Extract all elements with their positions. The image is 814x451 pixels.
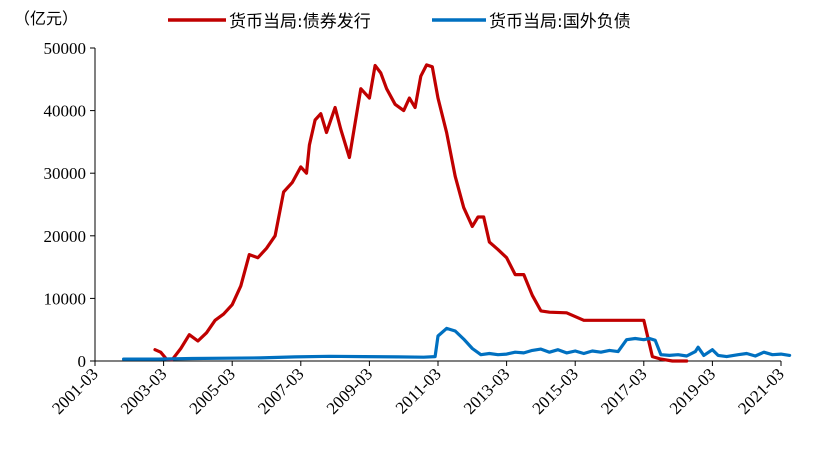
x-tick-label: 2015-03: [529, 364, 583, 418]
y-tick-label: 0: [78, 352, 87, 371]
x-tick-label: 2003-03: [117, 364, 171, 418]
x-tick-label: 2011-03: [392, 364, 445, 417]
legend: 货币当局:债券发行 货币当局:国外负债: [168, 12, 631, 32]
legend-label-bond: 货币当局:债券发行: [229, 12, 371, 32]
x-tick-label: 2001-03: [48, 364, 102, 418]
legend-label-foreign-liabilities: 货币当局:国外负债: [489, 12, 631, 32]
series-line-bond-issuance: [153, 63, 689, 363]
unit-label: （亿元）: [14, 9, 78, 28]
x-tick-label: 2007-03: [254, 364, 308, 418]
x-tick-label: 2021-03: [734, 364, 788, 418]
x-tick-label: 2017-03: [597, 364, 651, 418]
y-ticks: 0 10000 20000 30000 40000 50000: [44, 39, 95, 371]
x-tick-label: 2013-03: [460, 364, 514, 418]
y-tick-label: 50000: [44, 39, 87, 58]
y-tick-label: 20000: [44, 227, 87, 246]
y-tick-label: 10000: [44, 289, 87, 308]
x-tick-label: 2019-03: [666, 364, 720, 418]
x-ticks: 2001-03 2003-03 2005-03 2007-03 2009-03 2011-…: [48, 361, 788, 418]
y-tick-label: 40000: [44, 102, 87, 121]
series-line-foreign-liabilities: [122, 326, 792, 361]
x-tick-label: 2005-03: [186, 364, 240, 418]
y-tick-label: 30000: [44, 164, 87, 183]
x-tick-label: 2009-03: [323, 364, 377, 418]
series-layer: [122, 63, 792, 363]
